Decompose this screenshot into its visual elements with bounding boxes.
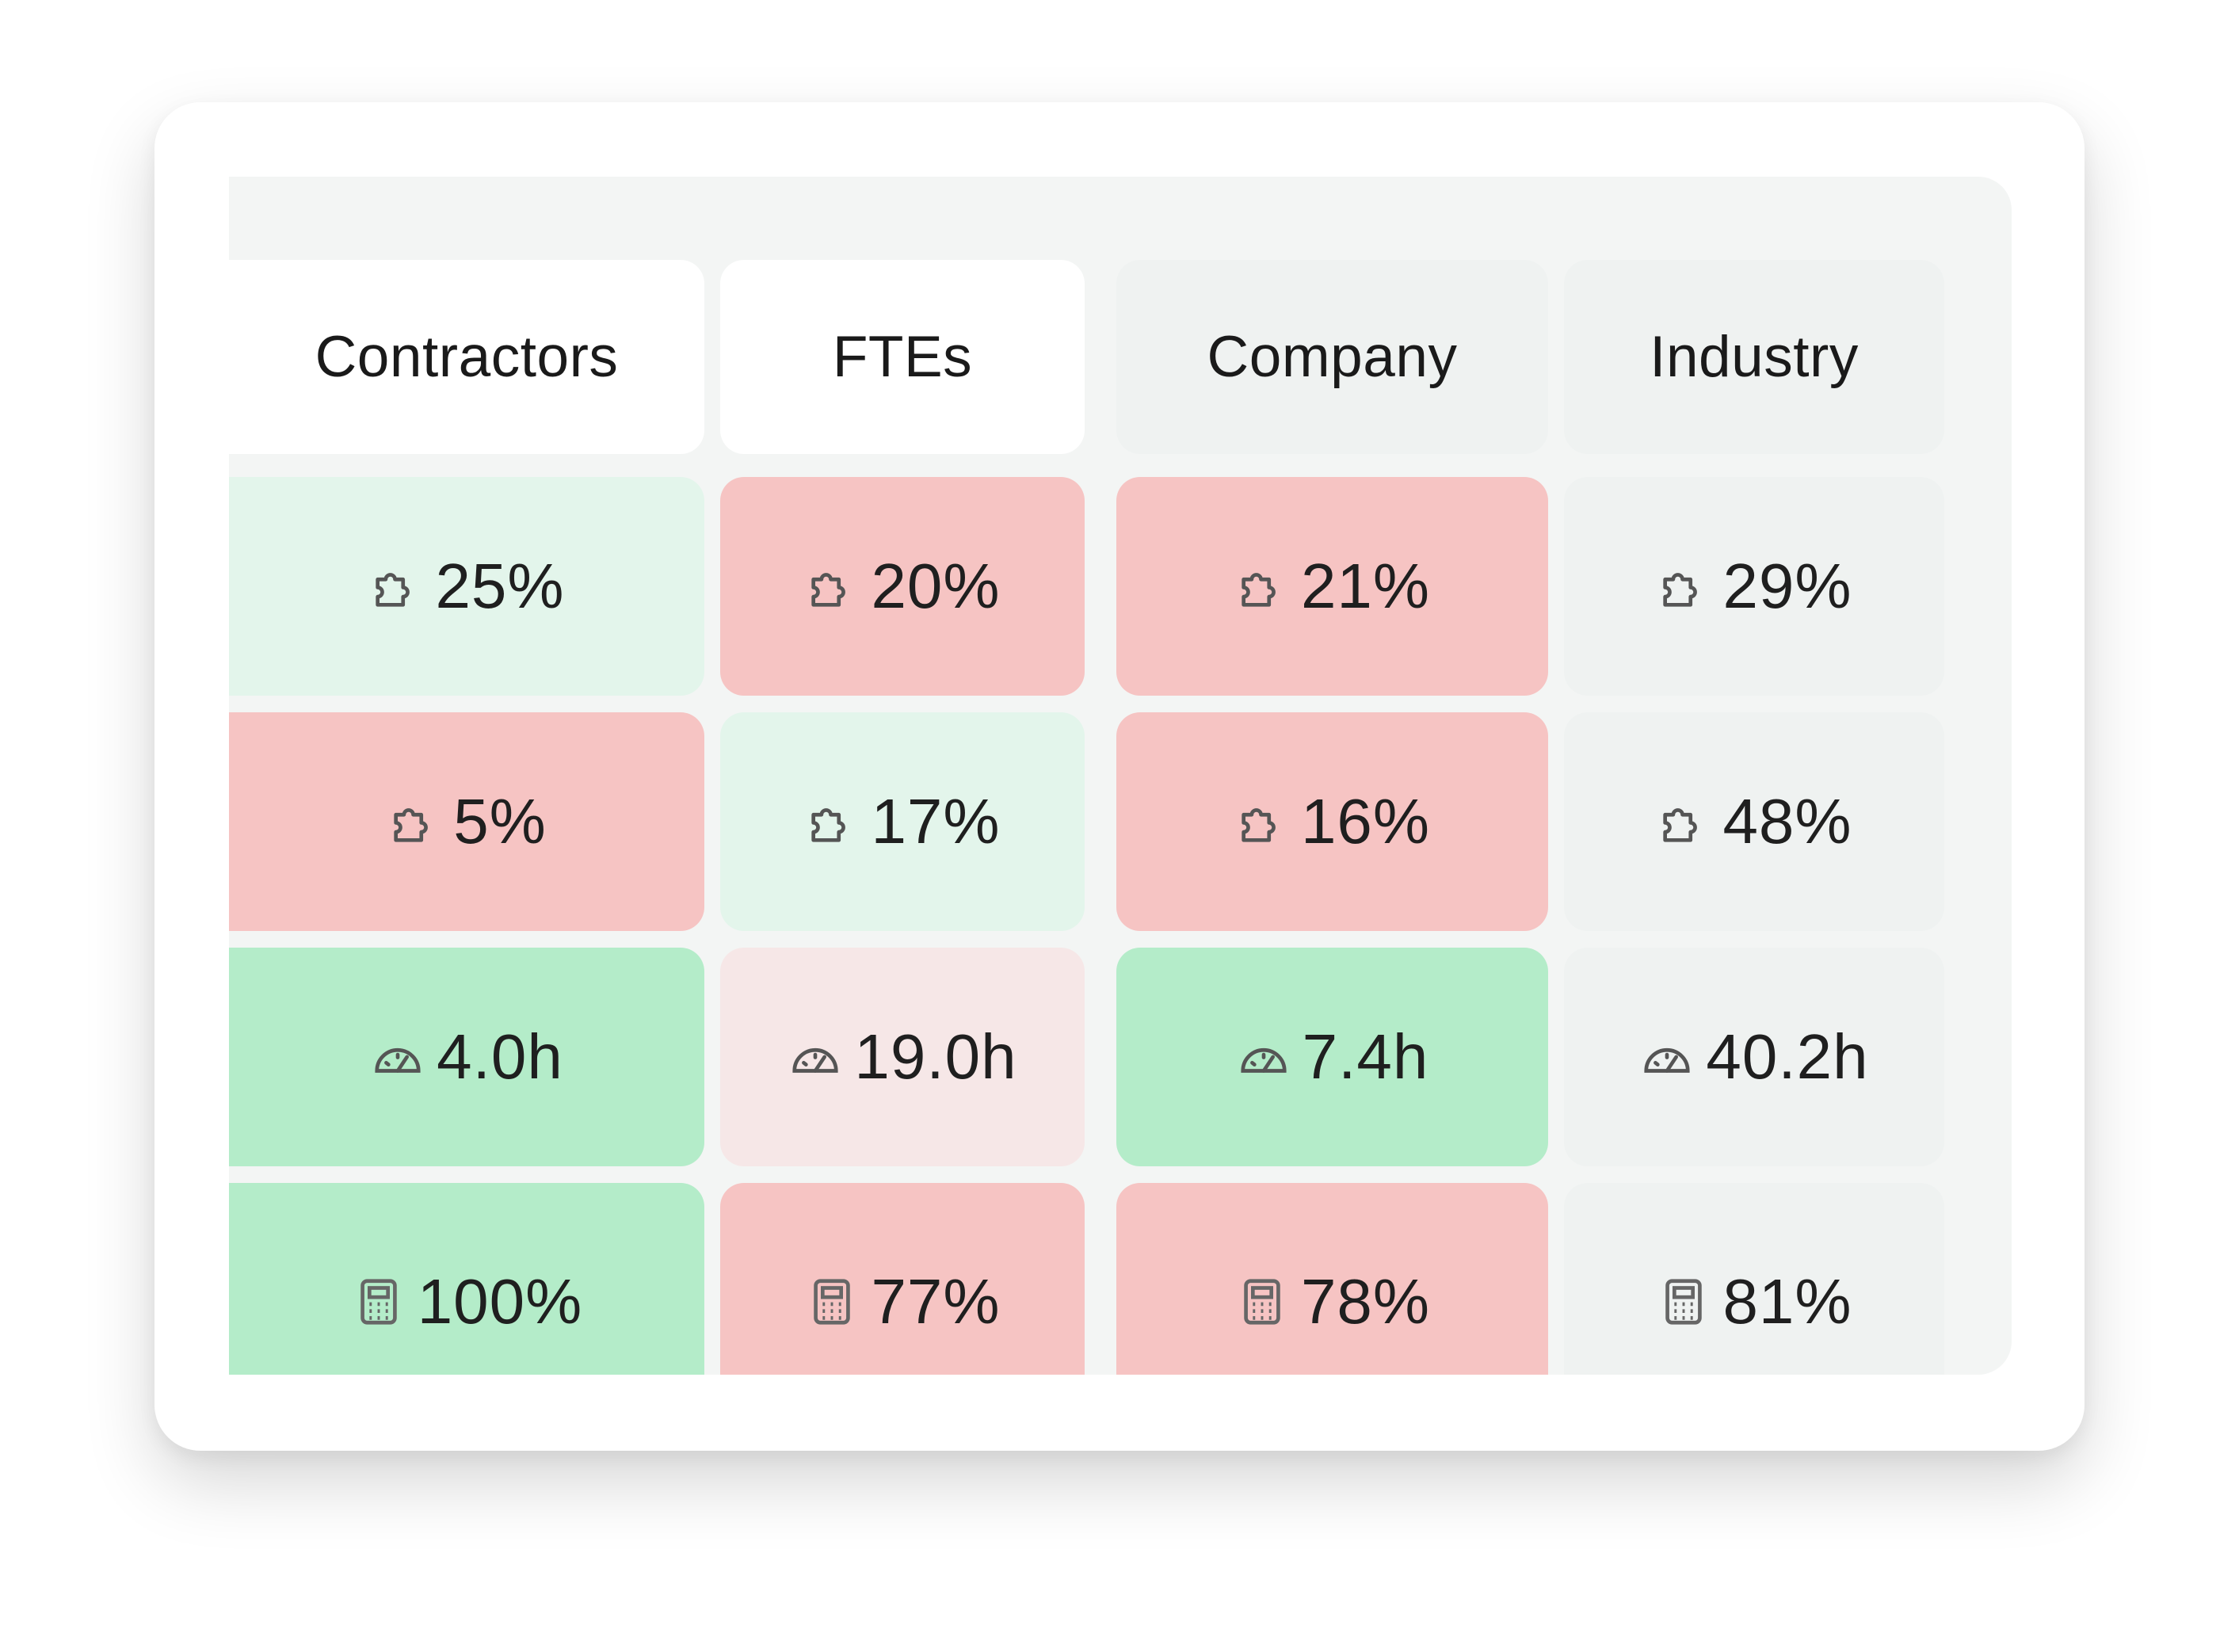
gauge-icon bbox=[788, 1029, 843, 1085]
puzzle-icon bbox=[804, 559, 860, 614]
cell-value: 78% bbox=[1300, 1266, 1431, 1337]
table-cell: 78% bbox=[1116, 1183, 1548, 1375]
cell-value: 25% bbox=[435, 551, 565, 621]
table-cell: 7.4h bbox=[1116, 948, 1548, 1166]
cell-value: 100% bbox=[417, 1266, 583, 1337]
cell-value: 5% bbox=[453, 786, 547, 857]
cell-value: 21% bbox=[1300, 551, 1431, 621]
column-company: Company 21% 16% 7.4h bbox=[1116, 177, 1548, 1375]
table-cell: 17% bbox=[720, 712, 1085, 931]
column-ftes: FTEs 20% 17% 19.0h bbox=[720, 177, 1085, 1375]
cell-value: 40.2h bbox=[1706, 1021, 1869, 1092]
cell-value: 17% bbox=[871, 786, 1001, 857]
column-industry: Industry 29% 48% 40.2h bbox=[1564, 177, 1944, 1375]
table-cell: 21% bbox=[1116, 477, 1548, 696]
cell-value: 4.0h bbox=[437, 1021, 563, 1092]
puzzle-icon bbox=[387, 794, 442, 849]
puzzle-icon bbox=[368, 559, 424, 614]
comparison-table: Contractors 25% 5% 4.0h bbox=[229, 177, 2012, 1375]
cell-value: 7.4h bbox=[1302, 1021, 1429, 1092]
column-contractors: Contractors 25% 5% 4.0h bbox=[229, 177, 704, 1375]
table-cell: 48% bbox=[1564, 712, 1944, 931]
column-header: FTEs bbox=[720, 260, 1085, 454]
table-cell: 4.0h bbox=[229, 948, 704, 1166]
table-cell: 29% bbox=[1564, 477, 1944, 696]
calculator-icon bbox=[351, 1274, 406, 1330]
table-cell: 5% bbox=[229, 712, 704, 931]
table-cell: 20% bbox=[720, 477, 1085, 696]
table-cell: 40.2h bbox=[1564, 948, 1944, 1166]
cell-value: 16% bbox=[1300, 786, 1431, 857]
calculator-icon bbox=[1234, 1274, 1290, 1330]
cell-value: 77% bbox=[871, 1266, 1001, 1337]
table-cell: 25% bbox=[229, 477, 704, 696]
table-cell: 16% bbox=[1116, 712, 1548, 931]
gauge-icon bbox=[1236, 1029, 1291, 1085]
cell-value: 48% bbox=[1722, 786, 1852, 857]
cell-value: 19.0h bbox=[854, 1021, 1017, 1092]
table-cell: 81% bbox=[1564, 1183, 1944, 1375]
table-cell: 100% bbox=[229, 1183, 704, 1375]
gauge-icon bbox=[370, 1029, 425, 1085]
puzzle-icon bbox=[1656, 794, 1711, 849]
puzzle-icon bbox=[804, 794, 860, 849]
calculator-icon bbox=[1656, 1274, 1711, 1330]
column-header: Industry bbox=[1564, 260, 1944, 454]
cell-value: 81% bbox=[1722, 1266, 1852, 1337]
puzzle-icon bbox=[1656, 559, 1711, 614]
puzzle-icon bbox=[1234, 794, 1290, 849]
column-header: Contractors bbox=[229, 260, 704, 454]
comparison-card: Contractors 25% 5% 4.0h bbox=[154, 102, 2085, 1451]
cell-value: 20% bbox=[871, 551, 1001, 621]
table-cell: 77% bbox=[720, 1183, 1085, 1375]
column-header: Company bbox=[1116, 260, 1548, 454]
gauge-icon bbox=[1639, 1029, 1695, 1085]
puzzle-icon bbox=[1234, 559, 1290, 614]
cell-value: 29% bbox=[1722, 551, 1852, 621]
table-cell: 19.0h bbox=[720, 948, 1085, 1166]
calculator-icon bbox=[804, 1274, 860, 1330]
